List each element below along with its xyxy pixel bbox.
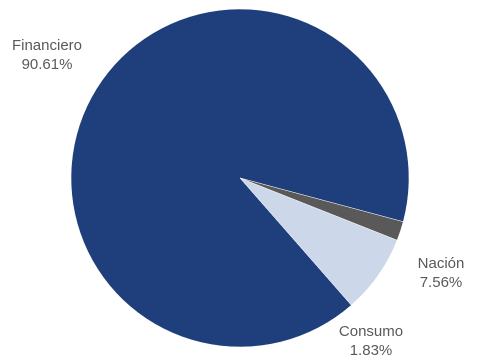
label-consumo-percent: 1.83% [350, 342, 393, 359]
label-consumo: Consumo 1.83% [339, 323, 403, 359]
label-consumo-name: Consumo [339, 323, 403, 340]
label-financiero-percent: 90.61% [22, 56, 73, 73]
label-financiero-name: Financiero [12, 37, 82, 54]
label-nacion-name: Nación [418, 255, 465, 272]
label-financiero: Financiero 90.61% [12, 37, 82, 73]
pie-slices [70, 8, 410, 348]
pie-slice-consumo [239, 177, 404, 241]
label-nacion: Nación 7.56% [418, 255, 465, 291]
label-nacion-percent: 7.56% [420, 274, 463, 291]
